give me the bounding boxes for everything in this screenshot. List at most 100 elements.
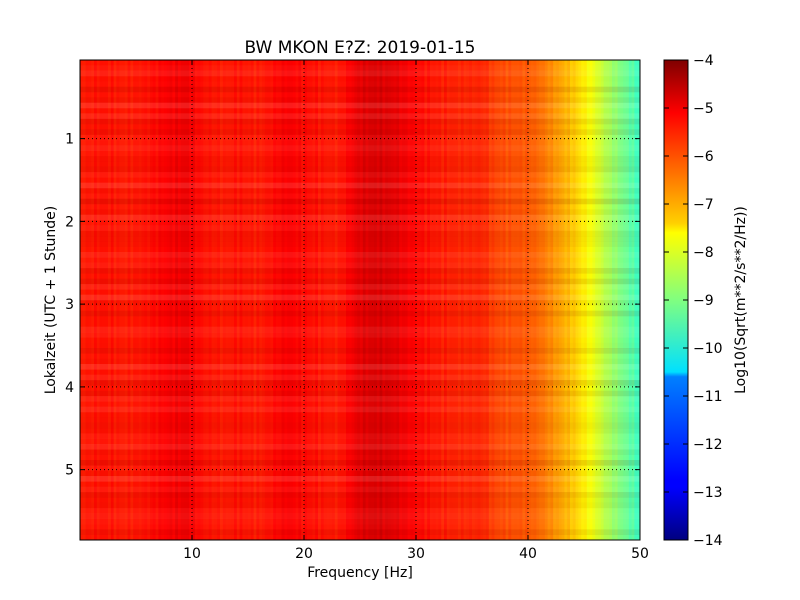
heatmap-column <box>211 60 215 540</box>
heatmap-column <box>421 60 425 540</box>
heatmap-column <box>446 60 451 540</box>
heatmap-column <box>572 60 577 540</box>
heatmap-row <box>80 204 640 210</box>
heatmap-column <box>500 60 504 540</box>
heatmap-column <box>463 60 467 540</box>
heatmap-column <box>256 60 260 540</box>
heatmap-column <box>413 60 417 540</box>
heatmap-row <box>80 326 640 333</box>
heatmap-row <box>80 364 640 370</box>
heatmap-column <box>138 60 143 540</box>
heatmap-column <box>80 60 84 540</box>
heatmap-column <box>108 60 112 540</box>
heatmap-column <box>578 60 582 540</box>
heatmap-row <box>80 390 640 397</box>
heatmap-row <box>80 486 640 493</box>
heatmap-row <box>80 460 640 466</box>
heatmap-column <box>418 60 423 540</box>
heatmap-column <box>502 60 507 540</box>
heatmap-row <box>80 284 640 290</box>
x-tick-label: 50 <box>631 546 649 562</box>
heatmap-column <box>150 60 154 540</box>
heatmap-column <box>368 60 372 540</box>
heatmap-column <box>516 60 521 540</box>
heatmap-column <box>561 60 565 540</box>
heatmap-column <box>200 60 204 540</box>
heatmap-column <box>508 60 512 540</box>
heatmap-column <box>444 60 448 540</box>
heatmap-column <box>346 60 350 540</box>
heatmap-column <box>449 60 453 540</box>
heatmap-row <box>80 497 640 503</box>
heatmap-column <box>144 60 148 540</box>
heatmap-row <box>80 369 640 375</box>
heatmap-column <box>348 60 353 540</box>
heatmap-row <box>80 102 640 109</box>
heatmap-row <box>80 353 640 359</box>
heatmap-column <box>318 60 322 540</box>
heatmap-row <box>80 513 640 519</box>
heatmap-column <box>514 60 518 540</box>
heatmap-column <box>488 60 493 540</box>
heatmap-row <box>80 310 640 317</box>
heatmap-column <box>178 60 182 540</box>
x-tick-label: 30 <box>407 546 425 562</box>
heatmap-column <box>141 60 145 540</box>
heatmap-column <box>427 60 431 540</box>
heatmap-row <box>80 145 640 151</box>
heatmap-column <box>186 60 190 540</box>
heatmap-column <box>606 60 610 540</box>
heatmap-column <box>183 60 187 540</box>
colorbar-label: Log10(Sqrt(m**2/s**2/Hz)) <box>733 206 749 394</box>
heatmap-column <box>91 60 95 540</box>
colorbar-ticks: −4 −5 −6 −7 −8 −9 −10 −11 −12 −13 −14 <box>664 53 723 549</box>
heatmap-column <box>404 60 409 540</box>
chart-title: BW MKON E?Z: 2019-01-15 <box>245 38 476 58</box>
heatmap-column <box>315 60 319 540</box>
heatmap-column <box>609 60 613 540</box>
heatmap-column <box>166 60 171 540</box>
heatmap-column <box>505 60 509 540</box>
heatmap-column <box>536 60 540 540</box>
heatmap-column <box>494 60 498 540</box>
heatmap-row <box>80 444 640 450</box>
heatmap-column <box>147 60 151 540</box>
heatmap-column <box>284 60 288 540</box>
colorbar-tick-label: −9 <box>693 293 714 309</box>
heatmap-column <box>242 60 246 540</box>
heatmap-column <box>287 60 291 540</box>
heatmap-row <box>80 385 640 391</box>
heatmap-column <box>388 60 392 540</box>
heatmap-row <box>80 252 640 258</box>
heatmap-column <box>276 60 280 540</box>
heatmap-column <box>217 60 221 540</box>
heatmap-column <box>264 60 269 540</box>
heatmap-column <box>337 60 341 540</box>
heatmap-row <box>80 492 640 498</box>
heatmap-row <box>80 220 640 226</box>
heatmap-row <box>80 193 640 199</box>
heatmap-row <box>80 476 640 482</box>
grid-lines <box>80 60 640 540</box>
heatmap-column <box>309 60 313 540</box>
heatmap-row <box>80 455 640 461</box>
heatmap-row <box>80 262 640 269</box>
heatmap-row <box>80 337 640 343</box>
heatmap-row <box>80 65 640 71</box>
heatmap-column <box>194 60 199 540</box>
heatmap-column <box>530 60 535 540</box>
heatmap-column <box>486 60 490 540</box>
heatmap-column <box>253 60 257 540</box>
heatmap-column <box>206 60 210 540</box>
heatmap-row <box>80 161 640 167</box>
heatmap-column <box>402 60 406 540</box>
heatmap-column <box>259 60 263 540</box>
heatmap-row <box>80 401 640 407</box>
heatmap-column <box>480 60 484 540</box>
heatmap-column <box>360 60 364 540</box>
heatmap-column <box>116 60 120 540</box>
heatmap-column <box>424 60 428 540</box>
heatmap-column <box>175 60 179 540</box>
heatmap-row <box>80 481 640 487</box>
heatmap-column <box>396 60 400 540</box>
